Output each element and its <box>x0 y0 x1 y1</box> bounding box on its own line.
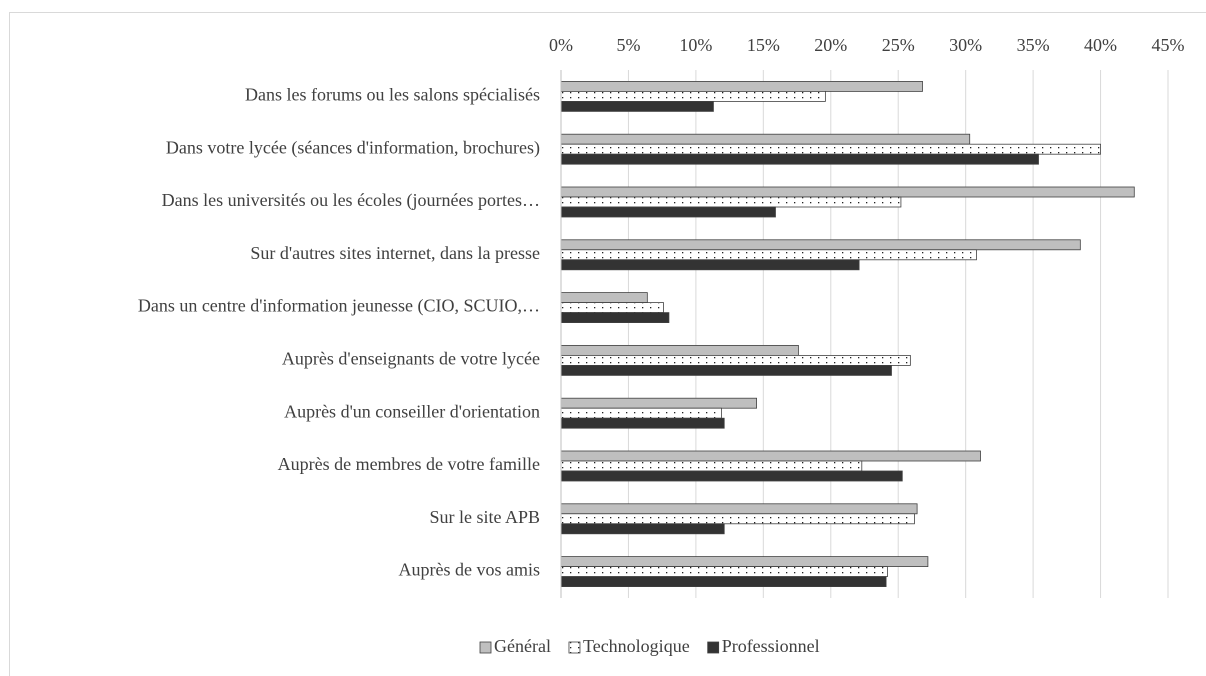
bar <box>560 239 1081 251</box>
x-tick-label: 35% <box>1017 35 1050 55</box>
y-tick-label: Auprès de vos amis <box>399 560 540 580</box>
bar <box>560 91 826 102</box>
bar <box>560 206 776 218</box>
y-tick-label: Sur le site APB <box>429 507 540 527</box>
bar <box>560 153 1039 165</box>
y-tick-label: Dans les forums ou les salons spécialisé… <box>245 85 540 105</box>
bar <box>560 407 722 419</box>
bar <box>560 417 725 429</box>
bar <box>560 566 888 577</box>
x-tick-label: 30% <box>949 35 982 55</box>
bar <box>560 133 971 145</box>
bar <box>560 249 977 261</box>
y-tick-label: Auprès d'un conseiller d'orientation <box>284 401 540 421</box>
bar <box>560 101 714 112</box>
y-tick-label: Auprès d'enseignants de votre lycée <box>282 349 540 369</box>
bar <box>560 259 860 271</box>
bar <box>560 523 725 535</box>
bar <box>560 354 911 366</box>
bar <box>560 292 648 304</box>
bar <box>560 344 799 356</box>
bar <box>560 397 757 409</box>
bar <box>560 196 902 208</box>
y-tick-label: Dans les universités ou les écoles (jour… <box>162 190 540 211</box>
chart-frame <box>9 12 1206 676</box>
bar <box>560 186 1135 198</box>
x-tick-label: 20% <box>814 35 847 55</box>
legend-label: Professionnel <box>722 636 820 656</box>
y-tick-label: Sur d'autres sites internet, dans la pre… <box>250 243 540 263</box>
legend-swatch <box>568 641 581 654</box>
bar <box>560 503 918 515</box>
bar <box>560 576 887 587</box>
x-tick-label: 25% <box>882 35 915 55</box>
bar <box>560 143 1101 155</box>
legend-swatch <box>479 641 492 654</box>
bar <box>560 302 664 314</box>
bar <box>560 513 915 525</box>
bar <box>560 312 670 324</box>
bar <box>560 460 863 472</box>
y-tick-label: Auprès de membres de votre famille <box>278 454 540 474</box>
legend-label: Technologique <box>583 636 690 656</box>
bar <box>560 364 892 376</box>
bar <box>560 450 981 462</box>
legend-swatch <box>707 641 720 654</box>
bar <box>560 81 923 92</box>
x-tick-label: 10% <box>679 35 712 55</box>
x-tick-label: 5% <box>616 35 640 55</box>
bar <box>560 470 903 482</box>
x-tick-label: 15% <box>747 35 780 55</box>
x-tick-label: 45% <box>1152 35 1185 55</box>
y-tick-label: Dans un centre d'information jeunesse (C… <box>138 296 540 317</box>
legend-label: Général <box>494 636 551 656</box>
x-tick-label: 40% <box>1084 35 1117 55</box>
bar <box>560 556 929 567</box>
x-tick-label: 0% <box>549 35 573 55</box>
y-tick-label: Dans votre lycée (séances d'information,… <box>166 137 540 158</box>
